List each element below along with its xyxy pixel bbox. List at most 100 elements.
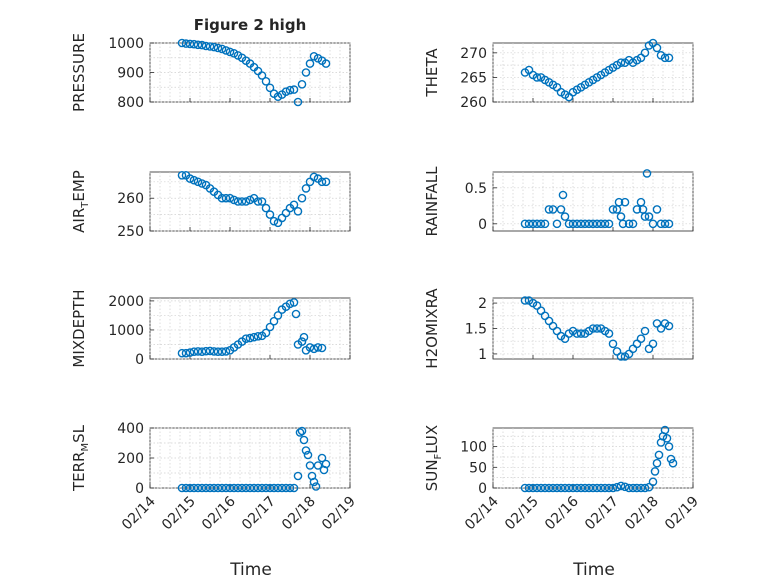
- data-point: [552, 483, 562, 493]
- data-point: [309, 172, 319, 182]
- data-point: [293, 206, 303, 216]
- subplot-7: 0 200 400 02/14 02/15 02/16 02/17 02/18 02/19 TER…: [70, 421, 359, 533]
- data-point: [217, 347, 227, 357]
- y-tick-label: 260: [117, 191, 144, 207]
- y-tick-label: 0: [135, 481, 144, 497]
- data-point: [185, 348, 195, 357]
- data-point: [197, 40, 207, 50]
- data-point: [592, 219, 602, 229]
- data-point: [299, 332, 309, 342]
- data-point: [614, 197, 624, 207]
- data-point: [273, 483, 283, 493]
- data-point: [652, 458, 662, 468]
- data-point: [544, 205, 554, 214]
- data-point: [193, 483, 203, 493]
- plot-area: [149, 427, 351, 489]
- data-point: [293, 471, 303, 481]
- data-point: [305, 343, 315, 352]
- data-point: [624, 483, 634, 493]
- data-point: [640, 326, 650, 336]
- data-point: [556, 205, 566, 214]
- data-point: [201, 346, 211, 356]
- subplot-2: 260 265 270 THETA: [423, 38, 694, 111]
- data-point: [584, 219, 594, 229]
- data-point: [217, 44, 227, 54]
- data-point: [177, 348, 187, 358]
- data-point: [193, 40, 203, 50]
- data-point: [253, 331, 263, 341]
- y-axis-label: SUNFLUX: [423, 425, 444, 491]
- data-point: [628, 483, 638, 493]
- data-point: [572, 329, 582, 338]
- data-point: [536, 483, 546, 493]
- y-tick-label: 260: [460, 95, 487, 111]
- data-point: [596, 219, 606, 229]
- data-point: [600, 219, 610, 229]
- y-axis-label: AIRTEMP: [70, 170, 91, 233]
- data-point: [620, 482, 630, 492]
- data-point: [632, 483, 642, 493]
- data-point: [664, 442, 674, 451]
- data-point: [237, 197, 247, 206]
- data-point: [301, 446, 311, 455]
- data-point: [600, 483, 610, 493]
- data-point: [181, 39, 191, 48]
- data-point: [253, 483, 263, 493]
- data-point: [289, 85, 299, 94]
- y-tick-label: 0: [135, 352, 144, 368]
- data-point: [197, 347, 207, 357]
- y-tick-label: 1.5: [465, 322, 487, 338]
- data-point: [301, 184, 311, 193]
- data-point: [544, 483, 554, 493]
- data-point: [289, 483, 299, 493]
- data-point: [217, 193, 227, 203]
- data-point: [584, 483, 594, 493]
- data-point: [568, 219, 578, 229]
- data-point: [321, 459, 331, 469]
- data-point: [576, 219, 586, 229]
- data-point: [257, 197, 267, 206]
- data-point: [245, 333, 255, 343]
- data-point: [321, 177, 331, 187]
- data-point: [576, 329, 586, 338]
- data-point: [309, 344, 319, 354]
- data-point: [572, 219, 582, 229]
- data-point: [297, 193, 307, 203]
- y-tick-label: 400: [117, 421, 144, 437]
- data-point: [213, 43, 223, 53]
- data-point: [560, 483, 570, 493]
- subplot-5: 0 1000 2000 MIXDEPTH: [70, 289, 351, 368]
- data-point: [640, 48, 650, 58]
- data-point: [313, 343, 323, 352]
- data-point: [640, 212, 650, 221]
- data-point: [588, 483, 598, 493]
- data-point: [281, 483, 291, 493]
- data-point: [536, 219, 546, 229]
- data-point: [181, 348, 191, 358]
- y-tick-label: 2: [478, 296, 487, 312]
- data-point: [177, 38, 187, 48]
- data-point: [660, 53, 670, 63]
- y-tick-label: 100: [460, 440, 487, 456]
- data-point: [299, 435, 309, 445]
- x-tick-label: 02/19: [662, 494, 702, 534]
- data-point: [564, 219, 574, 229]
- data-point: [297, 337, 307, 346]
- y-axis-label: THETA: [423, 48, 441, 98]
- x-tick-label: 02/16: [542, 493, 582, 533]
- data-point: [321, 59, 331, 68]
- data-point: [592, 483, 602, 493]
- data-point: [185, 39, 195, 49]
- y-axis-label: RAINFALL: [423, 166, 441, 237]
- x-axis-label-left: Time: [229, 560, 272, 580]
- x-tick-label: 02/15: [159, 494, 199, 534]
- y-tick-label: 1000: [108, 36, 144, 52]
- data-point: [317, 343, 327, 353]
- data-point: [636, 334, 646, 344]
- data-point: [301, 68, 311, 77]
- data-point: [540, 219, 550, 229]
- y-axis-label: PRESSURE: [70, 33, 88, 112]
- data-point: [313, 461, 323, 470]
- data-point: [528, 219, 538, 229]
